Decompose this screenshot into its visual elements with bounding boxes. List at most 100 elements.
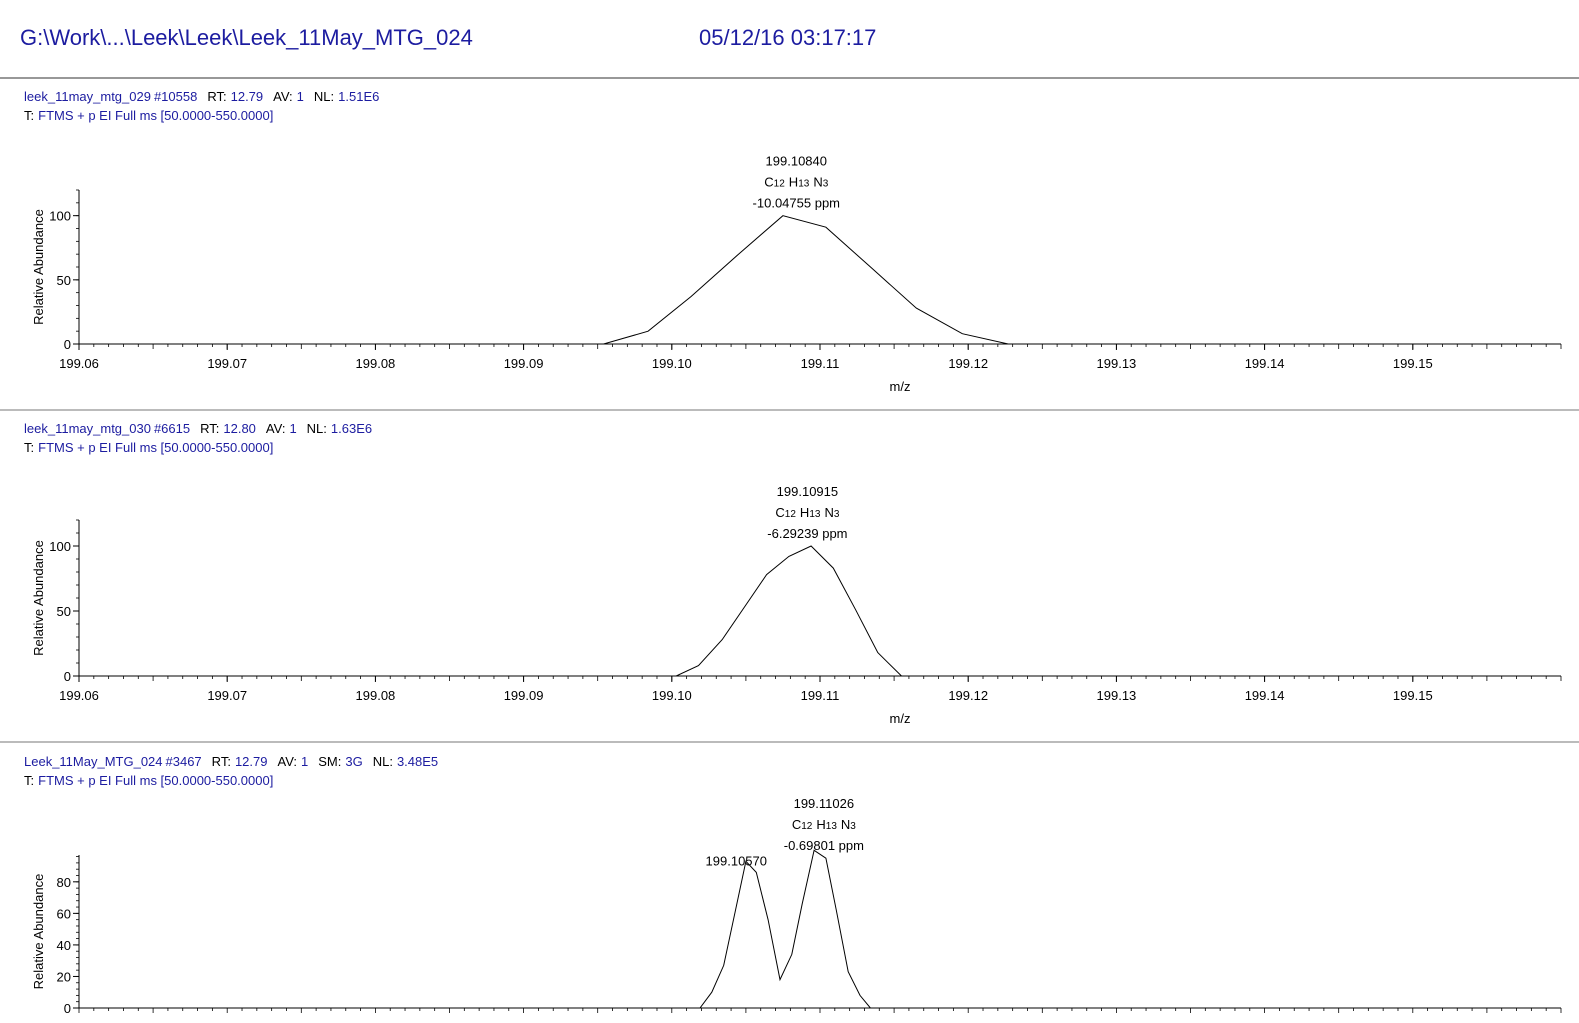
scan-number: #6615 [154, 421, 190, 436]
info-value: 3.48E5 [397, 754, 438, 769]
x-tick-label: 199.10 [652, 356, 692, 371]
filter-info: T: FTMS + p EI Full ms [50.0000-550.0000] [24, 773, 273, 788]
x-tick-label: 199.14 [1245, 688, 1285, 703]
peak-label: 199.10840 [766, 154, 827, 169]
info-value: 1.51E6 [338, 89, 379, 104]
info-label: SM: [318, 754, 341, 769]
peak-ppm: -10.04755 ppm [753, 196, 840, 211]
filter-info: T: FTMS + p EI Full ms [50.0000-550.0000] [24, 440, 273, 455]
peak-formula: C12 H13 N3 [764, 175, 828, 190]
filter-value: FTMS + p EI Full ms [50.0000-550.0000] [38, 773, 273, 788]
peak-ppm: -6.29239 ppm [767, 526, 847, 541]
scan-number: #10558 [154, 89, 197, 104]
file-name: leek_11may_mtg_029 [24, 89, 151, 104]
element: C [792, 817, 801, 832]
y-tick-label: 50 [57, 604, 71, 619]
x-tick-label: 199.13 [1097, 688, 1137, 703]
x-tick-label: 199.14 [1245, 356, 1285, 371]
info-label: NL: [314, 89, 334, 104]
element-count: 12 [774, 179, 786, 190]
filter-value: FTMS + p EI Full ms [50.0000-550.0000] [38, 108, 273, 123]
y-tick-label: 0 [64, 1001, 71, 1016]
y-tick-label: 0 [64, 337, 71, 352]
info-value: 1 [297, 89, 304, 104]
element: H [816, 817, 825, 832]
filter-label: T: [24, 440, 34, 455]
x-tick-label: 199.07 [207, 688, 247, 703]
x-tick-label: 199.12 [948, 356, 988, 371]
info-label: RT: [212, 754, 231, 769]
x-tick-label: 199.07 [207, 356, 247, 371]
peak-ppm: -0.69801 ppm [784, 838, 864, 853]
element: H [800, 505, 809, 520]
filter-info: T: FTMS + p EI Full ms [50.0000-550.0000] [24, 108, 273, 123]
y-tick-label: 20 [57, 969, 71, 984]
info-value: 3G [345, 754, 362, 769]
x-tick-label: 199.11 [801, 688, 840, 703]
info-label: AV: [277, 754, 297, 769]
peak-formula: C12 H13 N3 [775, 505, 839, 520]
y-axis-label: Relative Abundance [31, 209, 46, 325]
x-tick-label: 199.08 [356, 688, 396, 703]
filter-label: T: [24, 108, 34, 123]
element-count: 12 [801, 821, 813, 832]
x-tick-label: 199.15 [1393, 688, 1433, 703]
peak-formula: C12 H13 N3 [792, 817, 856, 832]
info-value: 1.63E6 [331, 421, 372, 436]
info-label: AV: [266, 421, 286, 436]
peak-label: 199.10915 [777, 484, 838, 499]
scan-info: leek_11may_mtg_030 #6615 RT: 12.80 AV: 1 NL: 1.… [24, 421, 372, 436]
element: C [764, 175, 773, 190]
element-count: 3 [823, 179, 829, 190]
element: N [841, 817, 850, 832]
peak-label: 199.10570 [706, 853, 767, 868]
x-tick-label: 199.12 [948, 688, 988, 703]
spectrum-line [79, 215, 1561, 345]
y-tick-label: 60 [57, 906, 71, 921]
x-axis-label: m/z [890, 711, 911, 726]
x-tick-label: 199.09 [504, 688, 544, 703]
element-count: 13 [809, 509, 821, 520]
filter-label: T: [24, 773, 34, 788]
x-tick-label: 199.06 [59, 688, 99, 703]
info-label: RT: [207, 89, 226, 104]
info-value: 12.80 [223, 421, 256, 436]
info-label: RT: [200, 421, 219, 436]
element-count: 13 [798, 179, 810, 190]
info-label: NL: [307, 421, 327, 436]
spectrum-line [79, 545, 1561, 677]
y-axis-label: Relative Abundance [31, 540, 46, 656]
scan-number: #3467 [166, 754, 202, 769]
scan-info: Leek_11May_MTG_024 #3467 RT: 12.79 AV: 1 SM: 3G… [24, 754, 438, 769]
x-tick-label: 199.15 [1393, 356, 1433, 371]
info-label: NL: [373, 754, 393, 769]
element-count: 3 [850, 821, 856, 832]
element: N [824, 505, 833, 520]
file-name: leek_11may_mtg_030 [24, 421, 151, 436]
element: N [813, 175, 822, 190]
info-value: 12.79 [235, 754, 268, 769]
peak-label: 199.11026 [794, 796, 855, 811]
x-tick-label: 199.13 [1097, 356, 1137, 371]
y-tick-label: 100 [49, 539, 71, 554]
element-count: 3 [834, 509, 840, 520]
info-value: 12.79 [231, 89, 264, 104]
scan-info: leek_11may_mtg_029 #10558 RT: 12.79 AV: 1 NL: 1… [24, 89, 379, 104]
element-count: 12 [785, 509, 797, 520]
info-value: 1 [289, 421, 296, 436]
x-axis-label: m/z [890, 379, 911, 394]
file-path: G:\Work\...\Leek\Leek\Leek_11May_MTG_024 [20, 25, 473, 50]
x-tick-label: 199.11 [801, 356, 840, 371]
element-count: 13 [826, 821, 838, 832]
file-name: Leek_11May_MTG_024 [24, 754, 163, 769]
y-axis-label: Relative Abundance [31, 874, 46, 990]
y-tick-label: 50 [57, 273, 71, 288]
x-tick-label: 199.09 [504, 356, 544, 371]
x-tick-label: 199.08 [356, 356, 396, 371]
element: H [789, 175, 798, 190]
y-tick-label: 0 [64, 669, 71, 684]
y-tick-label: 40 [57, 938, 71, 953]
info-value: 1 [301, 754, 308, 769]
y-tick-label: 80 [57, 875, 71, 890]
